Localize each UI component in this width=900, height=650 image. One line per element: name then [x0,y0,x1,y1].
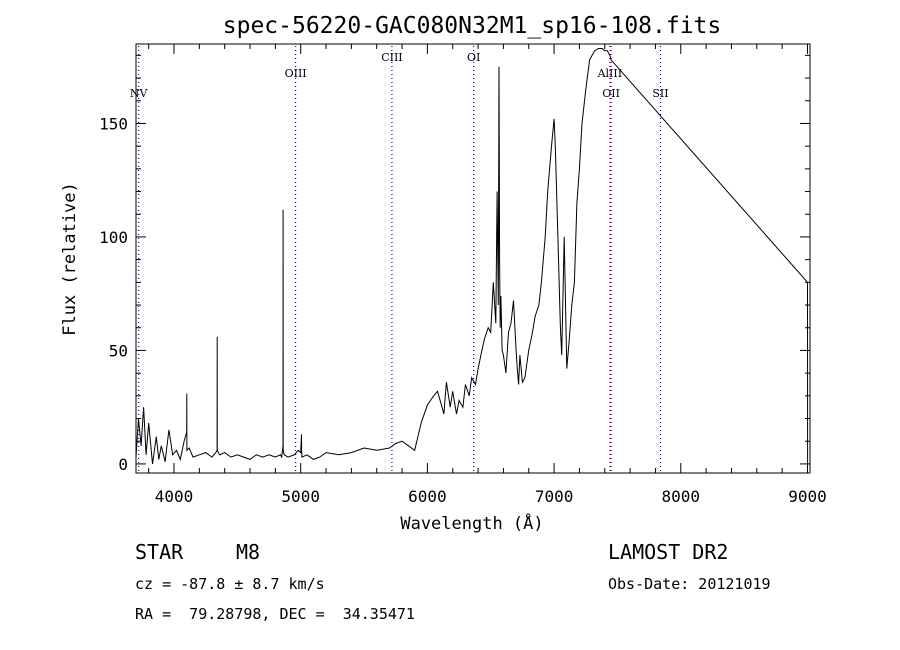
y-tick-label: 0 [118,455,128,474]
x-tick-label: 8000 [662,487,701,506]
line-marker-label-aliii: AlIII [597,67,623,80]
plot-frame [135,43,811,474]
chart-title: spec-56220-GAC080N32M1_sp16-108.fits [223,13,722,39]
line-marker-label-oii: OII [602,87,620,100]
line-marker-label-oiii: OIII [285,67,307,80]
axis-ticks: 4000 5000 6000 7000 8000 9000 0 50 100 150 [99,44,827,506]
x-tick-label: 4000 [155,487,194,506]
line-marker-label-nv: NV [130,87,149,100]
spectrum-line [135,48,809,464]
x-tick-label: 7000 [535,487,574,506]
y-tick-label: 50 [109,341,128,360]
x-axis-label: Wavelength (Å) [400,512,543,534]
x-tick-label: 6000 [408,487,447,506]
line-marker-label-ciii: CIII [381,51,402,64]
x-tick-label: 9000 [788,487,827,506]
x-tick-label: 5000 [281,487,320,506]
y-tick-label: 100 [99,228,128,247]
obs-date: Obs-Date: 20121019 [608,575,771,593]
line-marker-label-sii: SII [652,87,668,100]
coordinates: RA = 79.28798, DEC = 34.35471 [135,605,415,623]
subclass-label: M8 [236,540,261,564]
class-label: STAR [135,540,184,564]
y-tick-label: 150 [99,114,128,133]
cz-value: cz = -87.8 ± 8.7 km/s [135,575,325,593]
line-marker-label-oi: OI [467,51,480,64]
survey-label: LAMOST DR2 [608,540,729,564]
spectral-line-markers: NV OIII CIII OI AlIII OII SII [130,46,669,471]
y-axis-label: Flux (relative) [60,182,80,336]
